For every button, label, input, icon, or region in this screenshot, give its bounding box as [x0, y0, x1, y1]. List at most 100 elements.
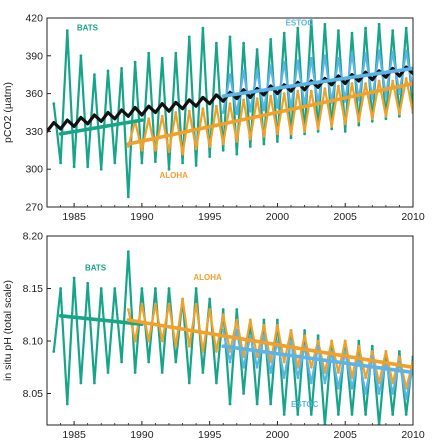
data-point — [187, 109, 191, 113]
data-point — [330, 125, 334, 128]
data-point — [370, 119, 374, 123]
data-point — [330, 127, 334, 131]
data-point — [289, 136, 293, 140]
data-point — [65, 29, 69, 32]
data-point — [201, 107, 205, 111]
data-point — [391, 413, 395, 416]
data-point — [221, 313, 225, 317]
y-tick-label: 8.10 — [23, 336, 44, 348]
data-point — [350, 31, 354, 35]
data-point — [404, 49, 408, 53]
data-point — [276, 323, 279, 327]
data-point — [181, 297, 185, 301]
data-point — [140, 287, 144, 290]
data-point — [316, 339, 320, 343]
data-point — [255, 355, 259, 359]
data-point — [248, 334, 252, 338]
data-point — [343, 339, 347, 343]
data-point — [398, 114, 401, 118]
data-point — [106, 69, 110, 73]
data-point — [262, 108, 266, 112]
plot-frame — [46, 235, 414, 426]
data-point — [282, 92, 286, 95]
data-point — [59, 161, 62, 165]
y-axis-label: in situ pH (total scale) — [2, 280, 14, 381]
data-point — [187, 344, 191, 348]
data-point — [126, 308, 130, 311]
data-point — [357, 119, 361, 123]
data-point — [323, 87, 327, 90]
data-point — [147, 360, 151, 364]
data-point — [93, 73, 96, 77]
data-point — [309, 381, 313, 385]
data-point — [337, 371, 340, 374]
data-point — [255, 365, 259, 369]
data-point — [79, 54, 83, 58]
data-point — [269, 38, 273, 41]
series-label-estoc: ESTOC — [291, 400, 319, 409]
data-point — [276, 318, 279, 322]
data-point — [147, 51, 151, 55]
data-point — [357, 123, 361, 127]
data-point — [337, 84, 340, 88]
data-point — [337, 29, 340, 32]
data-point — [221, 111, 225, 114]
data-point — [350, 386, 354, 390]
trend-line — [58, 313, 144, 327]
data-point — [398, 360, 401, 364]
data-point — [364, 51, 367, 55]
data-point — [282, 376, 286, 380]
data-point — [296, 26, 300, 30]
series-label-bats: BATS — [85, 264, 107, 273]
data-point — [296, 413, 300, 416]
data-point — [194, 147, 198, 151]
y-axis-label: pCO2 (µatm) — [2, 82, 14, 143]
data-point — [235, 329, 239, 332]
data-point — [337, 386, 340, 390]
data-point — [303, 132, 306, 136]
data-point — [167, 167, 171, 171]
series-label-aloha: ALOHA — [160, 171, 189, 180]
data-point — [235, 318, 239, 322]
bats-series-line — [52, 250, 413, 425]
y-tick-label: 8.20 — [23, 231, 44, 243]
data-point — [255, 69, 259, 73]
y-tick-label: 390 — [25, 50, 43, 62]
data-point — [357, 98, 361, 102]
data-point — [174, 360, 178, 364]
data-point — [276, 106, 279, 109]
data-point — [120, 360, 123, 364]
data-point — [248, 137, 252, 141]
data-point — [201, 26, 205, 30]
data-point — [174, 344, 178, 348]
data-point — [276, 339, 279, 343]
x-tick-label: 2010 — [401, 211, 425, 223]
data-point — [323, 54, 327, 58]
data-point — [364, 376, 367, 380]
data-point — [201, 371, 205, 374]
data-point — [126, 250, 130, 254]
data-point — [147, 117, 151, 121]
data-point — [282, 60, 286, 64]
data-point — [201, 350, 205, 353]
data-point — [79, 381, 83, 385]
x-tick-label: 1990 — [130, 211, 154, 223]
data-point — [282, 413, 286, 416]
plot-area — [47, 19, 413, 199]
data-point — [303, 329, 306, 332]
data-point — [364, 392, 367, 395]
data-point — [194, 302, 198, 306]
data-point — [384, 94, 388, 98]
data-point — [276, 140, 279, 143]
data-point — [357, 344, 361, 348]
data-point — [384, 117, 388, 121]
data-point — [106, 371, 110, 374]
data-point — [242, 98, 246, 102]
data-point — [269, 371, 273, 374]
series-label-estoc: ESTOC — [286, 19, 314, 28]
data-point — [248, 318, 252, 322]
data-point — [242, 41, 246, 45]
pco2-panel: 1985 1990 1995 2000 2005 2010 270 300 330 360 390 4… — [2, 13, 425, 224]
trend-line — [126, 81, 413, 146]
